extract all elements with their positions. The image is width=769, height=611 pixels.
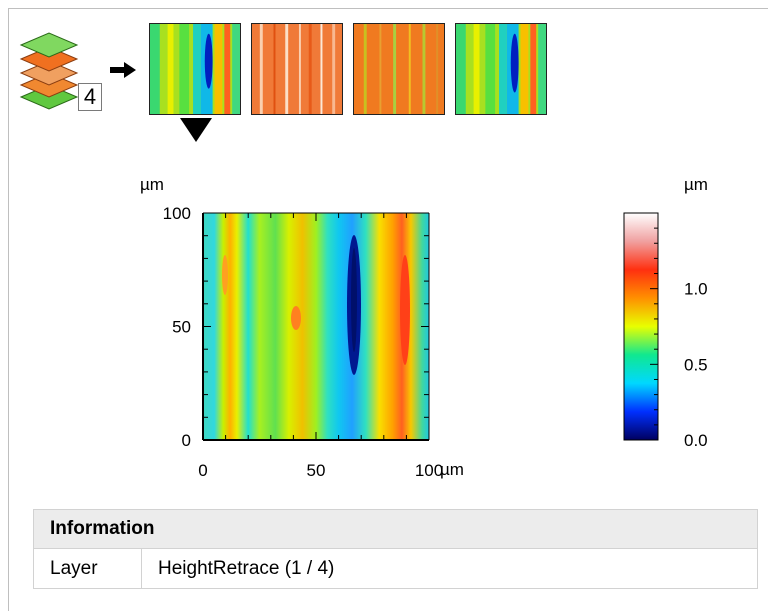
y-axis-unit: µm bbox=[140, 175, 164, 194]
layer-thumbnail-4[interactable] bbox=[455, 23, 547, 115]
layer-count-badge: 4 bbox=[78, 83, 102, 111]
information-panel: Information Layer HeightRetrace (1 / 4) bbox=[33, 509, 758, 589]
layer-thumbnail-3[interactable] bbox=[353, 23, 445, 115]
arrow-right-icon bbox=[110, 62, 136, 78]
colorbar-tick-label: 0.0 bbox=[684, 431, 708, 450]
information-header: Information bbox=[34, 510, 757, 549]
y-tick-label: 50 bbox=[172, 318, 191, 337]
colorbar-ticks: 0.0 0.5 1.0 bbox=[650, 212, 708, 450]
information-value[interactable]: HeightRetrace (1 / 4) bbox=[158, 558, 335, 579]
triangle-down-icon bbox=[180, 118, 212, 142]
colorbar bbox=[623, 212, 659, 441]
layer-stack-icon[interactable] bbox=[17, 27, 101, 117]
information-row: Layer HeightRetrace (1 / 4) bbox=[34, 549, 757, 589]
colorbar-unit: µm bbox=[684, 175, 708, 194]
colorbar-tick-label: 0.5 bbox=[684, 355, 708, 374]
x-tick-label: 0 bbox=[198, 461, 207, 480]
height-map-spot bbox=[222, 255, 228, 295]
colorbar-tick-label: 1.0 bbox=[684, 280, 708, 299]
layer-thumbnail-2[interactable] bbox=[251, 23, 343, 115]
height-map-ticks: 0 50 100 0 50 100 bbox=[163, 204, 444, 480]
x-axis-unit: µm bbox=[440, 460, 464, 479]
layer-thumbnail-1[interactable] bbox=[149, 23, 241, 115]
information-key: Layer bbox=[34, 549, 142, 589]
height-map-spot bbox=[291, 306, 301, 330]
x-tick-label: 100 bbox=[415, 461, 443, 480]
y-tick-label: 0 bbox=[182, 431, 191, 450]
height-map-image bbox=[203, 213, 429, 440]
height-map-trench-core bbox=[351, 248, 357, 352]
height-map-ridge bbox=[400, 255, 410, 365]
panel-frame bbox=[8, 8, 768, 611]
y-tick-label: 100 bbox=[163, 204, 191, 223]
x-tick-label: 50 bbox=[307, 461, 326, 480]
